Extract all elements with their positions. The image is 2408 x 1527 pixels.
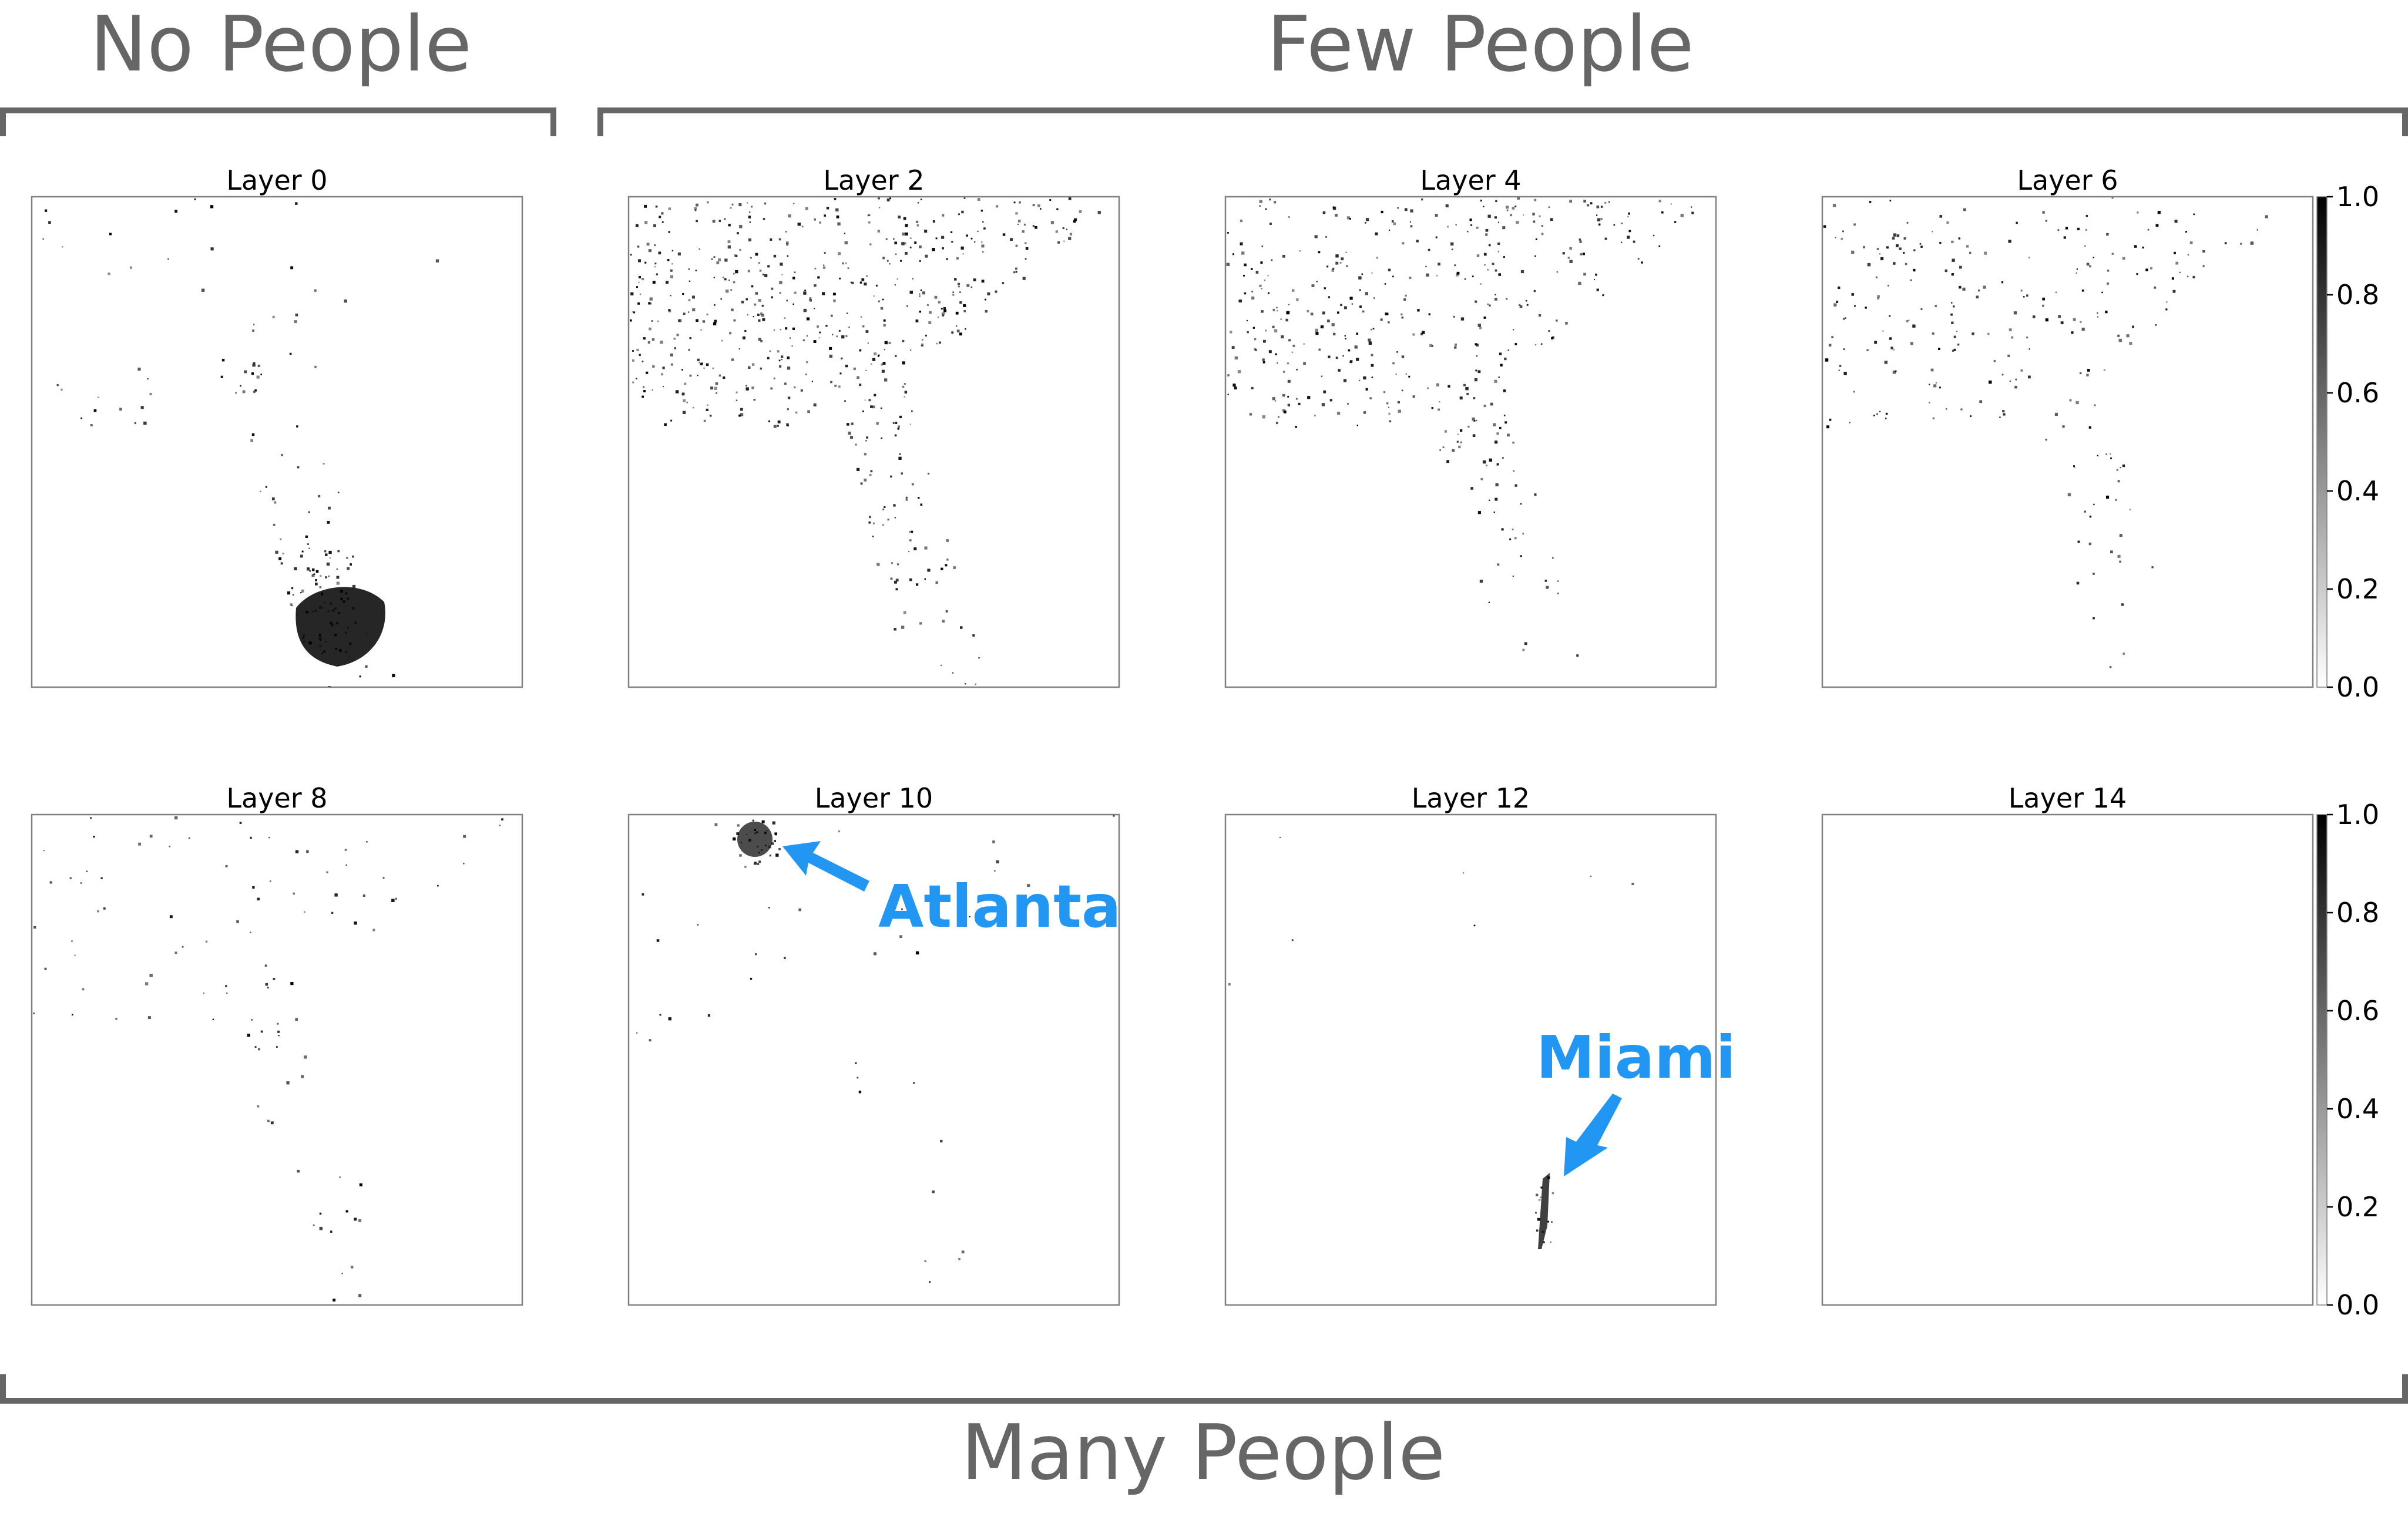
group-label-few-people: Few People — [1267, 0, 1694, 89]
map-panel: Layer 4 — [1224, 164, 1717, 688]
panel-frame — [1821, 196, 2314, 688]
panel-frame — [31, 196, 523, 688]
density-map — [1823, 197, 2268, 668]
panel-title: Layer 0 — [226, 164, 327, 196]
colorbar-tick-label: 0.8 — [2336, 279, 2379, 311]
colorbar-tick-label: 1.0 — [2336, 799, 2379, 830]
map-background — [1225, 197, 1716, 687]
miami-arrow-icon — [1564, 1094, 1622, 1176]
panel-frame — [627, 813, 1120, 1306]
bracket-no-people — [0, 107, 556, 136]
map-panel: Layer 14 — [1821, 782, 2314, 1306]
map-panel: Layer 10 — [627, 782, 1120, 1306]
map-background — [1822, 197, 2313, 687]
colorbar-tick-label: 0.4 — [2336, 1093, 2379, 1125]
atlanta-arrow-icon — [782, 841, 869, 892]
colorbar-tick-label: 0.2 — [2336, 573, 2379, 605]
colorbar: 1.0 0.8 0.6 0.4 0.2 0.0 — [2316, 181, 2379, 703]
panel-frame — [1224, 196, 1717, 688]
map-background — [1822, 815, 2313, 1305]
panel-title: Layer 14 — [2009, 782, 2127, 814]
colorbar-tick-label: 0.2 — [2336, 1191, 2379, 1223]
colorbar-tick-label: 0.6 — [2336, 377, 2379, 409]
panel-frame — [1821, 813, 2314, 1306]
group-label-many-people: Many People — [961, 1408, 1445, 1497]
panel-title: Layer 12 — [1412, 782, 1530, 814]
map-background — [629, 815, 1119, 1305]
panel-title: Layer 10 — [815, 782, 933, 814]
density-map — [630, 197, 1101, 687]
map-background — [629, 197, 1119, 687]
colorbar-tick-label: 0.0 — [2336, 671, 2379, 703]
colorbar-gradient — [2316, 814, 2328, 1306]
panel-title: Layer 6 — [2017, 164, 2118, 196]
map-panel: Layer 12 — [1224, 782, 1717, 1306]
colorbar-tick-label: 0.0 — [2336, 1289, 2379, 1321]
panel-frame — [31, 813, 523, 1306]
panel-title: Layer 8 — [226, 782, 327, 814]
map-panel: Layer 0 — [31, 164, 523, 688]
panel-title: Layer 4 — [1420, 164, 1521, 196]
map-panel: Layer 6 — [1821, 164, 2314, 688]
colorbar-tick-label: 0.4 — [2336, 475, 2379, 507]
map-panel: Layer 2 — [627, 164, 1120, 688]
colorbar-tick-label: 0.8 — [2336, 897, 2379, 929]
map-background — [1225, 815, 1716, 1305]
bracket-few-people — [597, 107, 2408, 136]
colorbar-gradient — [2316, 196, 2328, 688]
panel-frame — [1224, 813, 1717, 1306]
panel-frame — [627, 196, 1120, 688]
panel-title: Layer 2 — [823, 164, 924, 196]
map-panel: Layer 8 — [31, 782, 523, 1306]
colorbar: 1.0 0.8 0.6 0.4 0.2 0.0 — [2316, 799, 2379, 1321]
density-map — [636, 815, 1115, 1283]
bracket-many-people — [0, 1374, 2408, 1404]
colorbar-tick-label: 0.6 — [2336, 995, 2379, 1027]
map-background — [32, 815, 522, 1305]
colorbars: 1.0 0.8 0.6 0.4 0.2 0.0 1.0 0.8 0.6 0.4 0.2 0.0 — [2316, 181, 2379, 1321]
density-map — [1228, 836, 1634, 1249]
atlanta-label: Atlanta — [878, 872, 1121, 941]
density-map — [33, 816, 503, 1302]
miami-label: Miami — [1536, 1023, 1736, 1092]
map-background — [32, 197, 522, 687]
colorbar-tick-label: 1.0 — [2336, 181, 2379, 213]
density-map — [1226, 197, 1694, 657]
miami-annotation: Miami — [1536, 1023, 1736, 1176]
group-label-no-people: No People — [90, 0, 472, 89]
atlanta-annotation: Atlanta — [782, 841, 1121, 941]
density-map — [42, 198, 439, 687]
panel-grid: Layer 0 Layer 2 Layer 4 Layer 6 Layer 8 Layer… — [31, 164, 2314, 1306]
